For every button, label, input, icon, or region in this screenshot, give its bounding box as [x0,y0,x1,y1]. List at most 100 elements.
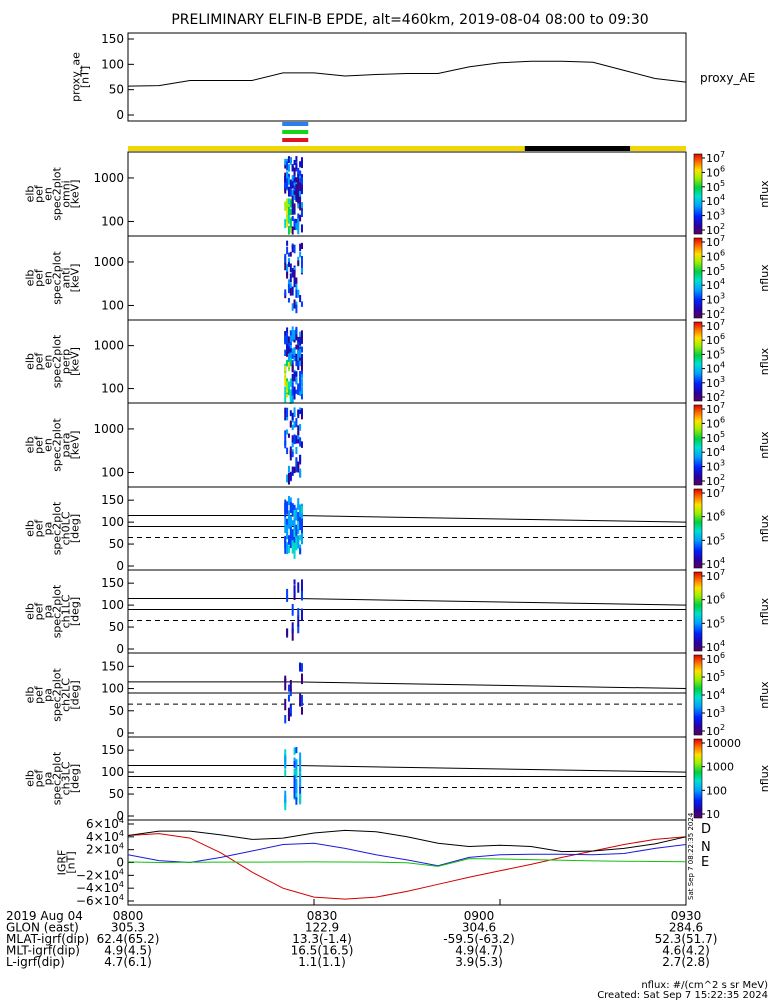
pitch-angle-panel-0-heatmap-cell [289,497,292,504]
energy-panel-2-heatmap-cell [291,286,294,296]
pitch-angle-panel-0-frame [127,486,687,571]
energy-panel-3-colorbar-label: 103 [706,375,725,390]
energy-panel-1-heatmap-cell [297,224,300,235]
energy-panel-1-heatmap-cell [291,195,294,205]
energy-panel-1-zlabel-text: nflux [758,180,771,208]
pitch-angle-panel-0-ylabel-line: spec2plot [51,501,64,555]
energy-panel-1-ylabel-line: elb [24,186,37,203]
pitch-angle-panel-0-heatmap-cell [297,521,300,530]
igrf-tick-label: 6×104 [86,816,124,831]
energy-panel-1-heatmap-cell [300,209,303,217]
energy-panel-4-heatmap-cell [300,441,303,448]
energy-panel-4-heatmap-cell [284,410,287,421]
science-bar-blue [282,122,309,126]
energy-panel-3-heatmap-cell [295,344,298,350]
energy-panel-3-heatmap-cell [295,360,298,367]
energy-panel-2-heatmap-cell [293,244,296,254]
energy-panel-3-colorbar-label: 107 [706,318,725,333]
pitch-angle-panel-3-heatmap-cell [299,780,302,788]
energy-panel-2-ylabel-line: pef [33,268,46,287]
energy-panel-1-heatmap-cell [289,157,292,165]
pitch-angle-panel-0-heatmap-cell [287,522,290,528]
energy-panel-3-colorbar-label: 104 [706,361,725,376]
pitch-angle-panel-1-ylabel-line: pef [33,602,46,621]
pitch-angle-panel-0-heatmap-cell [299,510,302,518]
pitch-angle-panel-0-heatmap-cell [297,503,300,510]
energy-panel-3-heatmap-cell [291,393,294,403]
pitch-angle-panel-3-heatmap-cell [293,768,296,778]
energy-panel-3-heatmap-cell [284,365,287,372]
energy-panel-1-colorbar-label: 103 [706,208,725,223]
energy-panel-4-heatmap-cell [293,407,296,417]
energy-panel-1-heatmap-cell [295,177,298,183]
pitch-angle-panel-0-heatmap-cell [291,547,294,554]
energy-panel-3-heatmap-cell [286,335,289,345]
energy-panel-1-heatmap-cell [293,218,296,228]
energy-panel-4-ylabel-line: spec2plot [51,418,64,472]
energy-panel-3-heatmap-cell [293,371,296,377]
energy-panel-2-heatmap-cell [289,263,292,273]
energy-panel-4-heatmap-cell [286,429,289,435]
pitch-angle-panel-0-heatmap-cell [299,534,302,541]
energy-panel-2-heatmap-cell [299,243,302,251]
energy-panel-4-heatmap-cell [284,430,287,437]
pitch-angle-panel-0-heatmap-cell [293,525,296,538]
igrf-tick-label: −4×104 [76,880,124,895]
energy-panel-1-heatmap-cell [284,186,287,194]
energy-panel-1-heatmap-cell [293,167,296,176]
pitch-angle-panel-1-heatmap-cell [300,579,303,592]
pitch-angle-panel-0-colorbar-label: 106 [706,509,725,524]
energy-panel-1-heatmap-cell [299,196,302,204]
energy-panel-2-heatmap-cell [287,297,290,303]
energy-panel-3-heatmap-cell [299,371,302,381]
energy-panel-4-heatmap-cell [293,466,296,474]
energy-panel-3-heatmap-cell [289,393,292,400]
energy-panel-3-heatmap-cell [300,339,303,344]
energy-panel-3-colorbar [693,321,703,402]
energy-panel-3-heatmap-cell [287,346,290,354]
footer-row-label: L-igrf(dip) [6,955,65,969]
igrf-ylabel-line: IGRF [56,850,69,876]
energy-panel-1-heatmap-cell [299,202,302,211]
energy-panel-1-tick-label: 1000 [93,171,124,185]
footer-row-value: 16.5(16.5) [291,944,354,958]
energy-panel-1-heatmap-cell [291,226,294,235]
energy-panel-3-heatmap-cell [289,360,292,367]
pitch-angle-panel-1-heatmap-cell [291,608,294,616]
energy-panel-4-heatmap-cell [299,423,302,431]
pitch-angle-panel-0-heatmap-cell [284,510,287,518]
igrf-tick-label: −6×104 [76,893,124,908]
pitch-angle-panel-3-ylabel-line: spec2plot [51,751,64,805]
energy-panel-1-tick-label: 100 [101,214,124,228]
energy-panel-3-heatmap-cell [289,378,292,387]
energy-panel-1-heatmap-cell [287,198,290,205]
pitch-angle-panel-3-tick-label: 100 [101,765,124,779]
energy-panel-3-heatmap-cell [287,353,290,358]
energy-panel-1-heatmap-cell [287,176,290,185]
energy-panel-4-heatmap-cell [295,423,298,428]
energy-panel-2-heatmap-cell [291,244,294,253]
pitch-angle-panel-3-heatmap-cell [299,793,302,805]
energy-panel-1-colorbar-label: 107 [706,150,725,165]
energy-panel-4-zlabel: nflux [758,431,771,459]
energy-panel-3-frame [127,319,687,404]
energy-panel-4-ylabel-line: en [42,438,55,452]
pitch-angle-panel-0-heatmap-cell [291,520,294,526]
energy-panel-4-heatmap-cell [287,475,290,485]
pitch-angle-panel-2-heatmap-cell [289,689,292,697]
energy-panel-3-ylabel-line: pef [33,352,46,371]
pitch-angle-panel-0-heatmap-cell [284,517,287,525]
footer-row-label: GLON (east) [6,921,79,935]
energy-panel-2-tick-label: 100 [101,298,124,312]
pitch-angle-panel-2-tick-label: 0 [116,726,124,740]
pitch-angle-panel-3-colorbar-label: 1000 [706,761,734,774]
energy-panel-3-heatmap-cell [287,381,290,390]
pitch-angle-panel-2-heatmap-cell [300,673,303,685]
energy-panel-3-heatmap-cell [300,386,303,395]
pitch-angle-panel-0-heatmap-cell [295,529,298,536]
energy-panel-2-heatmap-cell [299,295,302,303]
pitch-angle-panel-3-frame [127,736,687,821]
